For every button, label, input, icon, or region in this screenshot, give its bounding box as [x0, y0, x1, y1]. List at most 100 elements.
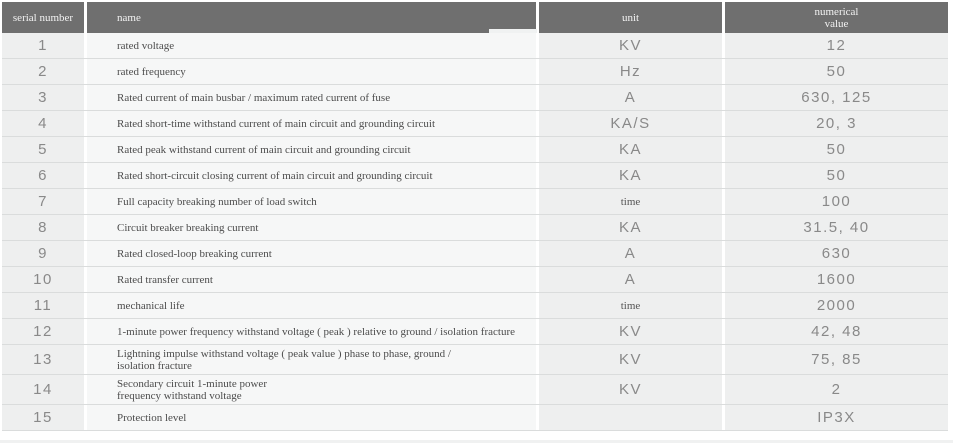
value-cell: 1600	[725, 267, 948, 292]
table-row: 9 Rated closed-loop breaking current A 6…	[2, 241, 948, 267]
value-cell: 100	[725, 189, 948, 214]
name-cell: Secondary circuit 1-minute power frequen…	[87, 375, 536, 404]
serial-number-text: 13	[33, 351, 53, 368]
name-cell: 1-minute power frequency withstand volta…	[87, 319, 536, 344]
serial-cell: 4	[2, 111, 84, 136]
unit-text: A	[624, 245, 637, 262]
table-body: 1 rated voltage KV 12 2 rated frequency …	[2, 33, 948, 431]
parameter-name-text: rated frequency	[117, 65, 186, 78]
serial-cell: 13	[2, 345, 84, 374]
numerical-value-text: 50	[826, 167, 847, 184]
name-cell: Rated transfer current	[87, 267, 536, 292]
serial-number-text: 12	[33, 323, 53, 340]
serial-cell: 5	[2, 137, 84, 162]
table-header-row: serial number name unit numerical value	[2, 2, 948, 33]
parameter-name-text: Secondary circuit 1-minute power frequen…	[117, 377, 267, 402]
header-serial-number: serial number	[2, 2, 84, 33]
unit-cell: time	[539, 189, 722, 214]
unit-cell: A	[539, 85, 722, 110]
name-cell: Rated short-time withstand current of ma…	[87, 111, 536, 136]
value-cell: 20, 3	[725, 111, 948, 136]
value-cell: 75, 85	[725, 345, 948, 374]
unit-text: KV	[618, 323, 642, 340]
value-cell: 50	[725, 163, 948, 188]
name-cell: Circuit breaker breaking current	[87, 215, 536, 240]
serial-number-text: 1	[38, 37, 48, 54]
numerical-value-text: 12	[826, 37, 847, 54]
unit-text: Hz	[619, 63, 642, 80]
unit-text: time	[620, 195, 641, 208]
unit-cell: KV	[539, 33, 722, 58]
numerical-value-text: 2	[831, 381, 842, 398]
value-cell: 42, 48	[725, 319, 948, 344]
page-bottom-strip	[0, 440, 953, 443]
name-cell: mechanical life	[87, 293, 536, 318]
serial-number-text: 11	[33, 297, 53, 314]
table-row: 14 Secondary circuit 1-minute power freq…	[2, 375, 948, 405]
unit-cell: A	[539, 241, 722, 266]
unit-cell: KV	[539, 345, 722, 374]
parameter-name-text: rated voltage	[117, 39, 175, 52]
specification-table: serial number name unit numerical value …	[2, 2, 948, 431]
table-row: 11 mechanical life time 2000	[2, 293, 948, 319]
unit-text: KA	[618, 141, 642, 158]
unit-text: KV	[618, 351, 642, 368]
table-row: 5 Rated peak withstand current of main c…	[2, 137, 948, 163]
name-cell: Protection level	[87, 405, 536, 430]
table-row: 13 Lightning impulse withstand voltage (…	[2, 345, 948, 375]
name-cell: Rated short-circuit closing current of m…	[87, 163, 536, 188]
numerical-value-text: 50	[826, 63, 847, 80]
table-row: 8 Circuit breaker breaking current KA 31…	[2, 215, 948, 241]
unit-cell: KA	[539, 215, 722, 240]
value-cell: 50	[725, 59, 948, 84]
unit-cell: A	[539, 267, 722, 292]
numerical-value-text: 630	[821, 245, 852, 262]
parameter-name-text: Rated short-time withstand current of ma…	[117, 117, 435, 130]
serial-cell: 12	[2, 319, 84, 344]
parameter-name-text: Lightning impulse withstand voltage ( pe…	[117, 347, 451, 372]
table-row: 3 Rated current of main busbar / maximum…	[2, 85, 948, 111]
serial-cell: 15	[2, 405, 84, 430]
numerical-value-text: 42, 48	[811, 323, 862, 340]
unit-text: KV	[618, 381, 642, 398]
value-cell: IP3X	[725, 405, 948, 430]
unit-cell: KA	[539, 163, 722, 188]
unit-cell	[539, 405, 722, 430]
numerical-value-text: IP3X	[817, 409, 856, 426]
serial-number-text: 7	[38, 193, 48, 210]
parameter-name-text: Rated current of main busbar / maximum r…	[117, 91, 391, 104]
numerical-value-text: 100	[821, 193, 852, 210]
unit-cell: KV	[539, 319, 722, 344]
serial-number-text: 4	[38, 115, 48, 132]
serial-number-text: 5	[38, 141, 48, 158]
serial-cell: 11	[2, 293, 84, 318]
serial-cell: 14	[2, 375, 84, 404]
numerical-value-text: 2000	[816, 297, 857, 314]
value-cell: 630	[725, 241, 948, 266]
parameter-name-text: Rated peak withstand current of main cir…	[117, 143, 411, 156]
name-cell: Rated current of main busbar / maximum r…	[87, 85, 536, 110]
numerical-value-text: 31.5, 40	[803, 219, 870, 236]
parameter-name-text: Rated closed-loop breaking current	[117, 247, 272, 260]
unit-text: KV	[618, 37, 642, 54]
value-cell: 2	[725, 375, 948, 404]
unit-text: KA	[618, 219, 642, 236]
unit-text: A	[624, 271, 637, 288]
serial-cell: 1	[2, 33, 84, 58]
numerical-value-text: 75, 85	[811, 351, 862, 368]
serial-number-text: 3	[38, 89, 48, 106]
serial-number-text: 8	[38, 219, 48, 236]
parameter-name-text: mechanical life	[117, 299, 185, 312]
table-row: 15 Protection level IP3X	[2, 405, 948, 431]
unit-text: KA	[618, 167, 642, 184]
numerical-value-text: 50	[826, 141, 847, 158]
value-cell: 31.5, 40	[725, 215, 948, 240]
numerical-value-text: 20, 3	[816, 115, 857, 132]
header-name: name	[87, 2, 536, 33]
parameter-name-text: Circuit breaker breaking current	[117, 221, 259, 234]
name-cell: Rated closed-loop breaking current	[87, 241, 536, 266]
table-row: 2 rated frequency Hz 50	[2, 59, 948, 85]
serial-cell: 10	[2, 267, 84, 292]
parameter-name-text: Rated short-circuit closing current of m…	[117, 169, 433, 182]
unit-cell: Hz	[539, 59, 722, 84]
